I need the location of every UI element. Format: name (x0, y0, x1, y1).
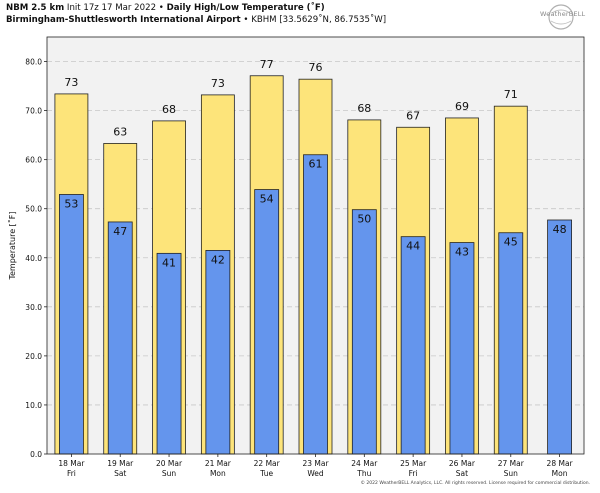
high-label: 71 (504, 88, 518, 101)
station-info: KBHM [33.5629˚N, 86.7535˚W] (251, 15, 387, 25)
title-line-2: Birmingham-Shuttlesworth International A… (6, 14, 386, 26)
x-tick-day: Wed (307, 469, 324, 478)
bar-low (59, 194, 84, 455)
x-tick-date: 24 Mar (351, 459, 378, 468)
init-time: Init 17z 17 Mar 2022 (66, 3, 157, 13)
y-tick-label: 10.0 (25, 401, 42, 410)
location-name: Birmingham-Shuttlesworth International A… (6, 15, 241, 25)
high-label: 76 (309, 61, 323, 74)
bar-low (303, 154, 328, 455)
y-tick-label: 80.0 (25, 58, 42, 67)
low-label: 48 (553, 223, 567, 236)
bar-low (449, 242, 475, 455)
x-tick-day: Fri (409, 469, 418, 478)
low-label: 61 (309, 158, 323, 171)
title-line-1: NBM 2.5 km Init 17z 17 Mar 2022 • Daily … (6, 2, 386, 14)
title-bullet-2: • (243, 15, 249, 25)
bar-low (205, 250, 231, 455)
model-name: NBM 2.5 km (6, 3, 65, 13)
x-tick-day: Fri (67, 469, 76, 478)
y-tick-label: 40.0 (25, 254, 42, 263)
high-label: 73 (64, 76, 78, 89)
high-label: 68 (162, 103, 176, 116)
x-tick-day: Mon (552, 469, 568, 478)
low-label: 47 (113, 225, 127, 238)
bar-low (254, 189, 280, 455)
x-tick-date: 26 Mar (449, 459, 476, 468)
x-tick-day: Thu (356, 469, 371, 478)
y-tick-label: 0.0 (30, 450, 42, 459)
low-label: 41 (162, 256, 176, 269)
y-tick-label: 60.0 (25, 156, 42, 165)
x-tick-date: 27 Mar (498, 459, 525, 468)
low-label: 42 (211, 253, 225, 266)
bar-low (107, 221, 133, 455)
x-tick-date: 22 Mar (254, 459, 281, 468)
x-tick-day: Sat (114, 469, 126, 478)
bar-low (156, 252, 182, 455)
x-tick-day: Sun (162, 469, 177, 478)
x-tick-date: 19 Mar (107, 459, 134, 468)
x-tick-day: Tue (259, 469, 273, 478)
x-tick-date: 18 Mar (58, 459, 85, 468)
weatherbell-logo-icon (548, 4, 574, 30)
y-tick-label: 50.0 (25, 205, 42, 214)
title-bullet: • (158, 3, 164, 13)
x-tick-date: 23 Mar (302, 459, 329, 468)
x-tick-date: 25 Mar (400, 459, 427, 468)
high-label: 67 (406, 109, 420, 122)
x-tick-day: Mon (210, 469, 226, 478)
y-tick-label: 20.0 (25, 352, 42, 361)
logo-brand: WeatherBELL (540, 10, 586, 18)
x-tick-date: 20 Mar (156, 459, 183, 468)
x-tick-date: 21 Mar (205, 459, 232, 468)
bar-low (498, 232, 524, 455)
high-label: 77 (260, 58, 274, 71)
high-label: 63 (113, 125, 127, 138)
product-name: Daily High/Low Temperature (˚F) (166, 3, 325, 13)
y-axis-label: Temperature [˚F] (7, 211, 17, 280)
x-tick-date: 28 Mar (547, 459, 574, 468)
high-label: 69 (455, 100, 469, 113)
low-label: 43 (455, 246, 469, 259)
low-label: 54 (260, 193, 274, 206)
chart-title: NBM 2.5 km Init 17z 17 Mar 2022 • Daily … (6, 2, 386, 26)
high-label: 68 (357, 102, 371, 115)
low-label: 45 (504, 236, 518, 249)
high-label: 73 (211, 77, 225, 90)
y-tick-label: 70.0 (25, 107, 42, 116)
x-tick-day: Sun (504, 469, 519, 478)
copyright-notice: © 2022 WeatherBELL Analytics, LLC. All r… (360, 481, 591, 486)
bar-low (351, 209, 377, 455)
bar-low (400, 236, 426, 455)
low-label: 44 (406, 240, 420, 253)
low-label: 53 (64, 197, 78, 210)
y-tick-label: 30.0 (25, 303, 42, 312)
x-tick-day: Sat (456, 469, 468, 478)
bar-low (547, 219, 572, 455)
low-label: 50 (357, 213, 371, 226)
